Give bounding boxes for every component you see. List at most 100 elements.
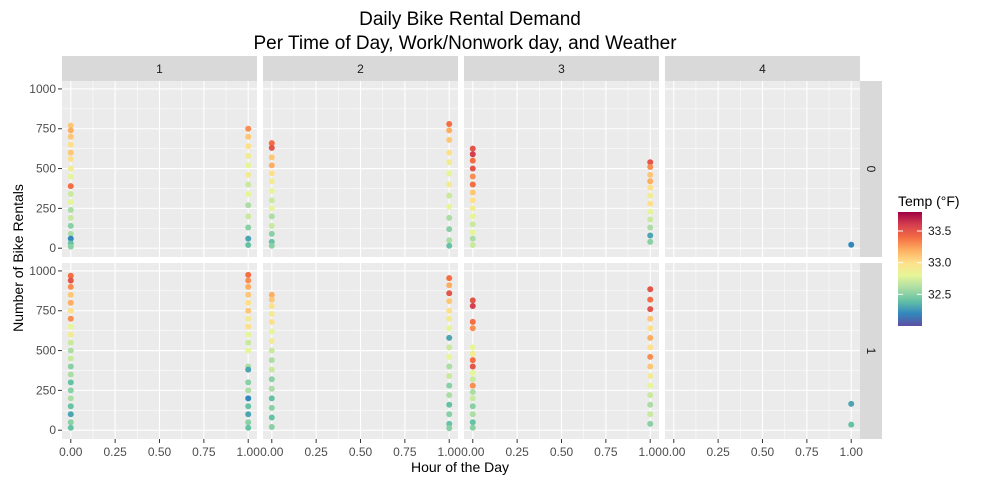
data-point xyxy=(245,224,252,231)
data-point xyxy=(245,331,252,338)
data-point xyxy=(67,173,74,180)
data-point xyxy=(446,334,453,341)
x-tick-label: 0.00 xyxy=(59,445,83,459)
y-tick-label: 750 xyxy=(36,122,56,136)
data-point xyxy=(469,221,476,228)
data-point xyxy=(245,347,252,354)
data-point xyxy=(446,120,453,127)
x-tick-label: 0.75 xyxy=(795,445,819,459)
x-tick-label: 1.00 xyxy=(639,445,663,459)
data-point xyxy=(268,222,275,229)
data-point xyxy=(446,401,453,408)
y-tick-label: 0 xyxy=(49,423,56,437)
data-point xyxy=(469,350,476,357)
data-point xyxy=(268,302,275,309)
data-point xyxy=(245,291,252,298)
data-point xyxy=(268,178,275,185)
y-tick-label: 750 xyxy=(36,304,56,318)
data-point xyxy=(67,222,74,229)
data-point xyxy=(245,171,252,178)
y-tick-label: 500 xyxy=(36,344,56,358)
data-point xyxy=(245,299,252,306)
facet-strip-col-1 xyxy=(62,56,257,81)
chart-subtitle: Per Time of Day, Work/Nonwork day, and W… xyxy=(253,33,677,54)
data-point xyxy=(647,344,654,351)
data-point xyxy=(469,302,476,309)
color-legend: Temp (°F) 32.5 33.0 33.5 xyxy=(898,193,960,326)
data-point xyxy=(647,373,654,380)
data-point xyxy=(446,344,453,351)
data-point xyxy=(268,338,275,345)
data-point xyxy=(647,192,654,199)
data-point xyxy=(245,125,252,132)
data-point xyxy=(268,140,275,147)
y-tick-label: 1000 xyxy=(29,82,56,96)
data-point xyxy=(647,224,654,231)
data-point xyxy=(469,157,476,164)
data-point xyxy=(67,141,74,148)
data-point xyxy=(268,347,275,354)
data-point xyxy=(245,395,252,402)
y-tick-label: 250 xyxy=(36,201,56,215)
x-tick-label: 0.75 xyxy=(393,445,417,459)
data-point xyxy=(67,291,74,298)
data-point xyxy=(67,165,74,172)
data-point xyxy=(268,404,275,411)
data-point xyxy=(446,353,453,360)
data-point xyxy=(469,369,476,376)
data-point xyxy=(67,191,74,198)
x-axis-label: Hour of the Day xyxy=(411,459,509,475)
x-tick-label: 1.00 xyxy=(438,445,462,459)
data-point xyxy=(67,411,74,418)
data-point xyxy=(647,315,654,322)
data-point xyxy=(268,291,275,298)
data-point xyxy=(67,363,74,370)
data-point xyxy=(446,411,453,418)
facet-strip-row-0 xyxy=(858,81,882,257)
data-point xyxy=(245,315,252,322)
data-point xyxy=(67,122,74,129)
data-point xyxy=(446,149,453,156)
data-point xyxy=(67,307,74,314)
data-point xyxy=(268,187,275,194)
data-point xyxy=(268,205,275,212)
data-point xyxy=(469,395,476,402)
data-point xyxy=(67,199,74,206)
y-axis-label: Number of Bike Rentals xyxy=(10,184,26,332)
data-point xyxy=(245,387,252,394)
legend-tick-label: 33.5 xyxy=(928,224,952,238)
x-tick-label: 1.00 xyxy=(840,445,864,459)
data-point xyxy=(245,202,252,209)
data-point xyxy=(245,162,252,169)
data-point xyxy=(268,395,275,402)
facet-strip-row-1 xyxy=(858,263,882,439)
legend-colorbar xyxy=(898,212,922,326)
data-point xyxy=(268,385,275,392)
legend-tick-label: 32.5 xyxy=(928,287,952,301)
data-point xyxy=(446,315,453,322)
data-point xyxy=(647,411,654,418)
x-tick-label: 0.75 xyxy=(594,445,618,459)
data-point xyxy=(245,283,252,290)
data-point xyxy=(446,373,453,380)
data-point xyxy=(245,419,252,426)
data-point xyxy=(469,213,476,220)
data-point xyxy=(469,318,476,325)
data-point xyxy=(67,283,74,290)
data-point xyxy=(469,325,476,332)
data-point xyxy=(469,229,476,236)
data-point xyxy=(245,323,252,330)
data-point xyxy=(67,379,74,386)
facet-strip-col-2 xyxy=(263,56,458,81)
data-point xyxy=(67,214,74,221)
data-point xyxy=(268,144,275,151)
data-point xyxy=(469,145,476,152)
data-point xyxy=(268,414,275,421)
x-tick-label: 0.50 xyxy=(751,445,775,459)
data-point xyxy=(67,395,74,402)
x-tick-label: 0.50 xyxy=(349,445,373,459)
x-tick-label: 0.50 xyxy=(148,445,172,459)
data-point xyxy=(647,334,654,341)
data-point xyxy=(268,318,275,325)
data-point xyxy=(245,366,252,373)
